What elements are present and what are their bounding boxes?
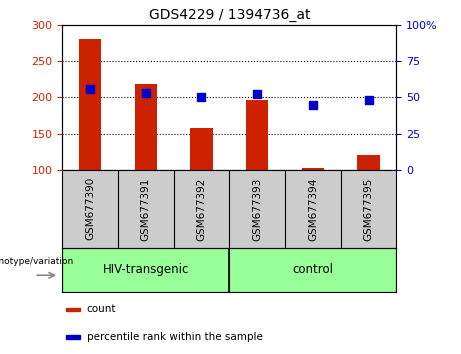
Bar [357, 155, 380, 170]
Point [142, 90, 149, 96]
Bar [135, 84, 157, 170]
Text: GSM677394: GSM677394 [308, 177, 318, 241]
Point [365, 97, 372, 103]
Text: control: control [292, 263, 333, 276]
Point [198, 95, 205, 100]
Text: GSM677392: GSM677392 [196, 177, 207, 241]
Point [309, 102, 317, 107]
Text: genotype/variation: genotype/variation [0, 257, 74, 266]
Text: GSM677395: GSM677395 [364, 177, 373, 241]
Text: HIV-transgenic: HIV-transgenic [103, 263, 189, 276]
Bar [246, 100, 268, 170]
Text: count: count [87, 304, 116, 314]
Bar [65, 308, 80, 311]
Text: GSM677391: GSM677391 [141, 177, 151, 241]
Title: GDS4229 / 1394736_at: GDS4229 / 1394736_at [148, 8, 310, 22]
Text: GSM677393: GSM677393 [252, 177, 262, 241]
Point [86, 86, 94, 91]
Bar [79, 39, 101, 170]
Bar [190, 128, 213, 170]
Point [254, 92, 261, 97]
Bar [62, 248, 229, 292]
Bar [302, 168, 324, 170]
Text: GSM677390: GSM677390 [85, 177, 95, 240]
Text: percentile rank within the sample: percentile rank within the sample [87, 332, 263, 342]
Bar [65, 335, 80, 338]
Bar [229, 248, 396, 292]
